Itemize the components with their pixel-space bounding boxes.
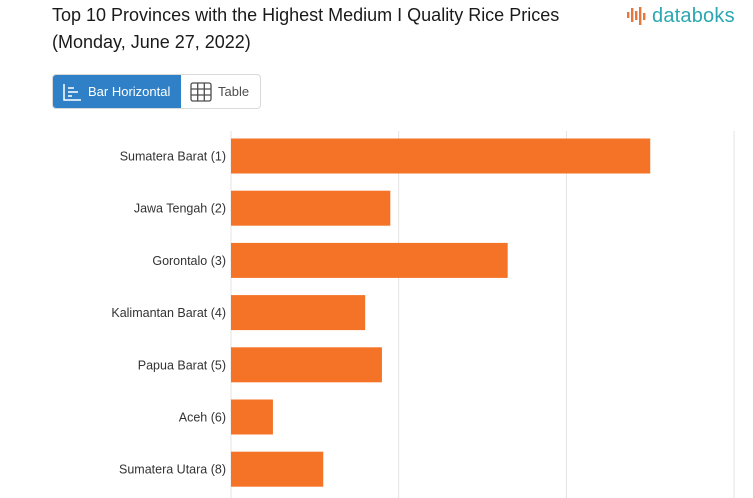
category-label-1: Jawa Tengah (2) [134, 202, 226, 216]
category-labels: Sumatera Barat (1) Jawa Tengah (2) Goronta… [111, 150, 226, 477]
bar-3[interactable] [231, 295, 366, 331]
category-label-5: Aceh (6) [179, 411, 226, 425]
bar-chart-icon [63, 83, 81, 101]
logo-mark-icon [627, 7, 646, 25]
tab-table[interactable]: Table [181, 75, 259, 108]
bars [231, 138, 651, 487]
logo-text: databoks [652, 4, 735, 27]
databoks-logo[interactable]: databoks [626, 4, 735, 28]
bar-0[interactable] [231, 138, 651, 174]
tab-bar-horizontal-label: Bar Horizontal [88, 84, 171, 99]
bar-4[interactable] [231, 347, 382, 383]
tab-table-label: Table [218, 84, 250, 99]
view-switcher: Bar Horizontal Table [52, 74, 261, 109]
category-label-4: Papua Barat (5) [138, 358, 226, 372]
category-label-0: Sumatera Barat (1) [120, 150, 226, 164]
table-icon [190, 81, 212, 102]
tab-bar-horizontal[interactable]: Bar Horizontal [53, 75, 181, 108]
bar-6[interactable] [231, 451, 324, 487]
category-label-2: Gorontalo (3) [152, 254, 226, 268]
chart-title: Top 10 Provinces with the Highest Medium… [52, 5, 560, 52]
bar-1[interactable] [231, 190, 391, 226]
bar-2[interactable] [231, 242, 508, 278]
category-label-3: Kalimantan Barat (4) [111, 306, 226, 320]
category-label-6: Sumatera Utara (8) [119, 463, 226, 477]
bar-5[interactable] [231, 399, 273, 435]
